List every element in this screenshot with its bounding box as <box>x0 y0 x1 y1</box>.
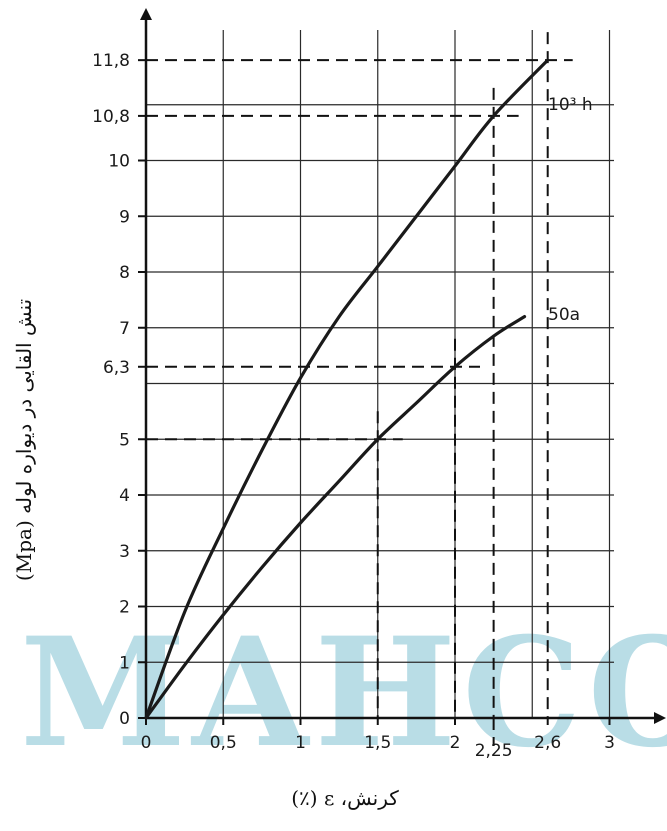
series-curves <box>144 58 550 720</box>
x-tick-label: 2,6 <box>534 733 561 753</box>
x-tick-label: 1 <box>295 733 306 753</box>
x-axis-ticks: 0 0,5 1 1,5 2 2,6 3 2,25 <box>141 718 615 761</box>
series-label: 10³ h <box>548 95 593 115</box>
y-axis-ticks: 0 1 2 3 4 5 6,3 7 8 9 10 10,8 11,8 <box>92 51 146 729</box>
y-tick-label: 8 <box>119 263 130 283</box>
x-tick-label: 3 <box>604 733 615 753</box>
y-tick-label: 6,3 <box>103 358 130 378</box>
series-curve <box>144 58 550 720</box>
y-tick-label: 11,8 <box>92 51 130 71</box>
x-axis-title: کرنش، ε (٪) <box>291 786 399 810</box>
series-curve <box>144 315 527 720</box>
x-tick-label-extra: 2,25 <box>475 741 513 761</box>
x-axis-arrow <box>654 712 666 724</box>
x-tick-label: 0 <box>141 733 152 753</box>
y-tick-label: 5 <box>119 430 130 450</box>
series-label: 50a <box>548 305 580 325</box>
y-tick-label: 10,8 <box>92 107 130 127</box>
x-tick-label: 1,5 <box>364 733 391 753</box>
y-axis-title: تنش القایی در دیواره لوله (Mpa) <box>12 299 36 581</box>
y-tick-label: 4 <box>119 486 130 506</box>
y-tick-label: 0 <box>119 709 130 729</box>
y-tick-label: 9 <box>119 207 130 227</box>
reference-lines <box>146 32 573 746</box>
x-tick-label: 0,5 <box>210 733 237 753</box>
series-labels: 10³ h 50a <box>548 95 593 325</box>
y-tick-label: 1 <box>119 653 130 673</box>
y-tick-label: 3 <box>119 542 130 562</box>
y-tick-label: 7 <box>119 319 130 339</box>
x-tick-label: 2 <box>450 733 461 753</box>
y-axis-arrow <box>140 8 152 20</box>
y-tick-label: 2 <box>119 598 130 618</box>
watermark-text: MAHCO <box>20 605 667 781</box>
y-tick-label: 10 <box>108 152 130 172</box>
